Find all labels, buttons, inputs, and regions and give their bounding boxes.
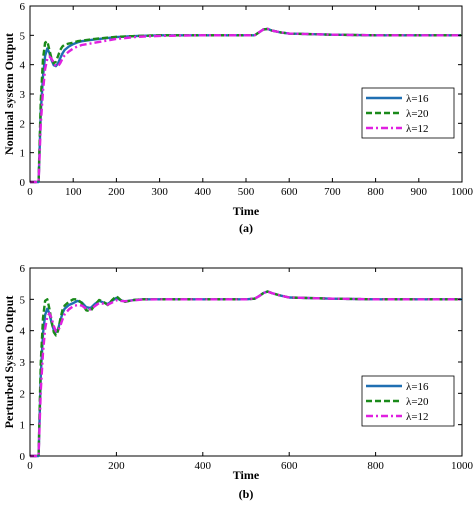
x-tick-label: 1000 [451,460,474,472]
x-tick-label: 800 [367,186,384,198]
x-tick-label: 100 [65,186,82,198]
legend-label: λ=12 [406,123,429,135]
x-axis-label-b: Time [233,468,260,482]
y-tick-label: 5 [20,30,26,42]
y-tick-label: 0 [20,451,26,463]
x-tick-label: 500 [238,186,255,198]
y-tick-label: 2 [20,118,26,130]
legend-b: λ=16 λ=20 λ=12 [361,375,455,427]
y-tick-label: 0 [20,177,26,189]
legend-label: λ=20 [406,396,429,408]
chart-a: 0 100 200 300 400 500 600 700 800 900 1000 0 1 2 3 4 5 6… [2,1,474,235]
x-tick-label: 600 [281,460,298,472]
series-line-3 [30,290,462,458]
y-tick-label: 1 [20,148,26,160]
x-tick-label: 0 [27,186,33,198]
y-axis-label-a: Nominal system Output [2,33,16,155]
x-tick-label: 800 [367,460,384,472]
x-tick-label: 900 [411,186,428,198]
chart-b: 0 200 400 600 800 1000 0 1 2 3 4 5 6 λ=16 λ=20 λ=12 T… [2,263,474,501]
x-tick-label: 400 [195,460,212,472]
legend-label: λ=16 [406,93,429,105]
y-tick-label: 5 [20,294,26,306]
y-tick-label: 1 [20,420,26,432]
y-ticks-a: 0 1 2 3 4 5 6 [20,1,462,189]
y-tick-label: 6 [20,263,26,275]
y-tick-label: 6 [20,1,26,13]
x-tick-label: 300 [151,186,168,198]
y-tick-label: 3 [20,89,26,101]
legend-label: λ=12 [406,411,429,423]
series-group-a [30,27,462,184]
caption-b: (b) [239,487,254,501]
x-ticks-a: 0 100 200 300 400 500 600 700 800 900 1000 [27,6,474,198]
plot-frame-b [29,267,463,457]
legend-a: λ=16 λ=20 λ=12 [361,87,455,139]
x-tick-label: 1000 [451,186,474,198]
y-axis-label-b: Perturbed System Output [2,296,16,429]
legend-label: λ=16 [406,381,429,393]
series-line-3 [30,27,462,184]
x-axis-label-a: Time [233,204,260,218]
y-tick-label: 4 [20,326,26,338]
legend-label: λ=20 [406,108,429,120]
x-tick-label: 400 [195,186,212,198]
x-ticks-b: 0 200 400 600 800 1000 [27,268,474,472]
series-group-b [30,290,462,458]
y-tick-label: 3 [20,357,26,369]
x-tick-label: 200 [108,460,125,472]
x-tick-label: 0 [27,460,33,472]
y-ticks-b: 0 1 2 3 4 5 6 [20,263,462,463]
x-tick-label: 600 [281,186,298,198]
caption-a: (a) [239,221,253,235]
y-tick-label: 4 [20,60,26,72]
x-tick-label: 200 [108,186,125,198]
y-tick-label: 2 [20,388,26,400]
x-tick-label: 700 [324,186,341,198]
